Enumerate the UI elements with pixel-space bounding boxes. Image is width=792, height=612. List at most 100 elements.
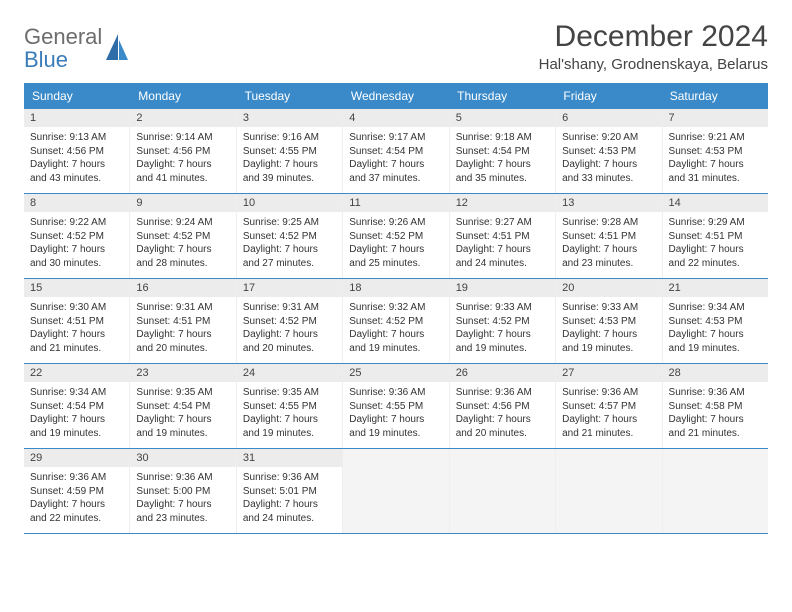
info-sunset: Sunset: 4:58 PM (669, 400, 762, 414)
info-day2: and 21 minutes. (30, 342, 123, 356)
sail-icon (104, 32, 130, 67)
info-sunset: Sunset: 4:53 PM (669, 145, 762, 159)
day-number: 16 (130, 279, 235, 297)
day-number: 18 (343, 279, 448, 297)
day-number: 27 (556, 364, 661, 382)
day-number: 31 (237, 449, 342, 467)
info-day1: Daylight: 7 hours (243, 498, 336, 512)
info-day2: and 41 minutes. (136, 172, 229, 186)
info-day2: and 20 minutes. (243, 342, 336, 356)
day-number: 10 (237, 194, 342, 212)
info-sunset: Sunset: 4:59 PM (30, 485, 123, 499)
day-number: 22 (24, 364, 129, 382)
info-sunset: Sunset: 4:52 PM (30, 230, 123, 244)
calendar-cell: 24Sunrise: 9:35 AMSunset: 4:55 PMDayligh… (237, 364, 343, 448)
month-title: December 2024 (539, 20, 768, 54)
day-header-thu: Thursday (449, 83, 555, 109)
day-header-wed: Wednesday (343, 83, 449, 109)
calendar-cell: 27 Sunrise: 9:36 AMSunset: 4:57 PMDayligh… (556, 364, 662, 448)
info-day2: and 19 minutes. (243, 427, 336, 441)
info-day2: and 25 minutes. (349, 257, 442, 271)
info-sunset: Sunset: 4:55 PM (349, 400, 442, 414)
info-sunset: Sunset: 4:51 PM (562, 230, 655, 244)
day-info: Sunrise: 9:27 AMSunset: 4:51 PMDaylight:… (456, 216, 549, 270)
info-sunset: Sunset: 5:00 PM (136, 485, 229, 499)
day-info: Sunrise: 9:36 AMSunset: 4:57 PMDaylight:… (562, 386, 655, 440)
location-text: Hal'shany, Grodnenskaya, Belarus (539, 56, 768, 73)
day-info: Sunrise: 9:13 AMSunset: 4:56 PMDaylight:… (30, 131, 123, 185)
info-day2: and 19 minutes. (349, 427, 442, 441)
info-sunrise: Sunrise: 9:16 AM (243, 131, 336, 145)
info-sunset: Sunset: 4:51 PM (136, 315, 229, 329)
info-sunrise: Sunrise: 9:13 AM (30, 131, 123, 145)
info-sunset: Sunset: 4:54 PM (349, 145, 442, 159)
info-day1: Daylight: 7 hours (136, 328, 229, 342)
info-day1: Daylight: 7 hours (669, 243, 762, 257)
day-info: Sunrise: 9:36 AMSunset: 5:01 PMDaylight:… (243, 471, 336, 525)
info-sunset: Sunset: 5:01 PM (243, 485, 336, 499)
info-day2: and 28 minutes. (136, 257, 229, 271)
day-info: Sunrise: 9:33 AMSunset: 4:53 PMDaylight:… (562, 301, 655, 355)
week-row: 8Sunrise: 9:22 AMSunset: 4:52 PMDaylight… (24, 194, 768, 279)
info-sunrise: Sunrise: 9:25 AM (243, 216, 336, 230)
day-header-row: Sunday Monday Tuesday Wednesday Thursday… (24, 83, 768, 109)
day-number: 1 (24, 109, 129, 127)
info-sunrise: Sunrise: 9:35 AM (243, 386, 336, 400)
info-day2: and 30 minutes. (30, 257, 123, 271)
info-sunset: Sunset: 4:51 PM (30, 315, 123, 329)
info-day1: Daylight: 7 hours (456, 413, 549, 427)
calendar-cell: 15Sunrise: 9:30 AMSunset: 4:51 PMDayligh… (24, 279, 130, 363)
day-info: Sunrise: 9:14 AMSunset: 4:56 PMDaylight:… (136, 131, 229, 185)
info-day2: and 21 minutes. (562, 427, 655, 441)
info-day1: Daylight: 7 hours (669, 158, 762, 172)
calendar-cell: 1 Sunrise: 9:13 AMSunset: 4:56 PMDaylight… (24, 109, 130, 193)
day-number: 14 (663, 194, 768, 212)
day-header-mon: Monday (130, 83, 236, 109)
info-sunrise: Sunrise: 9:31 AM (243, 301, 336, 315)
info-sunrise: Sunrise: 9:26 AM (349, 216, 442, 230)
info-day2: and 23 minutes. (136, 512, 229, 526)
info-sunrise: Sunrise: 9:22 AM (30, 216, 123, 230)
day-number: 9 (130, 194, 235, 212)
info-day2: and 27 minutes. (243, 257, 336, 271)
info-day1: Daylight: 7 hours (669, 328, 762, 342)
title-block: December 2024 Hal'shany, Grodnenskaya, B… (539, 20, 768, 73)
day-number: 13 (556, 194, 661, 212)
info-sunset: Sunset: 4:56 PM (30, 145, 123, 159)
calendar-cell: 31 Sunrise: 9:36 AMSunset: 5:01 PMDayligh… (237, 449, 343, 533)
info-sunset: Sunset: 4:54 PM (136, 400, 229, 414)
info-day1: Daylight: 7 hours (562, 158, 655, 172)
info-day2: and 20 minutes. (456, 427, 549, 441)
day-number: 26 (450, 364, 555, 382)
info-sunrise: Sunrise: 9:32 AM (349, 301, 442, 315)
info-sunset: Sunset: 4:52 PM (349, 315, 442, 329)
week-row: 15Sunrise: 9:30 AMSunset: 4:51 PMDayligh… (24, 279, 768, 364)
day-info: Sunrise: 9:25 AMSunset: 4:52 PMDaylight:… (243, 216, 336, 270)
info-day1: Daylight: 7 hours (243, 243, 336, 257)
day-header-sat: Saturday (662, 83, 768, 109)
day-info: Sunrise: 9:34 AMSunset: 4:54 PMDaylight:… (30, 386, 123, 440)
info-day1: Daylight: 7 hours (456, 328, 549, 342)
info-sunset: Sunset: 4:51 PM (456, 230, 549, 244)
info-day2: and 35 minutes. (456, 172, 549, 186)
info-day2: and 21 minutes. (669, 427, 762, 441)
info-day2: and 19 minutes. (30, 427, 123, 441)
day-info: Sunrise: 9:36 AMSunset: 4:58 PMDaylight:… (669, 386, 762, 440)
logo-text-blue: Blue (24, 47, 68, 72)
day-info: Sunrise: 9:18 AMSunset: 4:54 PMDaylight:… (456, 131, 549, 185)
day-number: 30 (130, 449, 235, 467)
info-day1: Daylight: 7 hours (562, 328, 655, 342)
calendar-cell: 14Sunrise: 9:29 AMSunset: 4:51 PMDayligh… (663, 194, 768, 278)
day-number: 12 (450, 194, 555, 212)
day-number: 19 (450, 279, 555, 297)
day-info: Sunrise: 9:35 AMSunset: 4:55 PMDaylight:… (243, 386, 336, 440)
calendar-cell: 29Sunrise: 9:36 AMSunset: 4:59 PMDayligh… (24, 449, 130, 533)
info-sunrise: Sunrise: 9:14 AM (136, 131, 229, 145)
calendar-cell-empty (343, 449, 449, 533)
info-day1: Daylight: 7 hours (136, 158, 229, 172)
info-day1: Daylight: 7 hours (30, 243, 123, 257)
info-sunset: Sunset: 4:52 PM (136, 230, 229, 244)
week-row: 1Sunrise: 9:13 AMSunset: 4:56 PMDaylight… (24, 109, 768, 194)
day-number: 20 (556, 279, 661, 297)
calendar-cell: 20 Sunrise: 9:33 AMSunset: 4:53 PMDayligh… (556, 279, 662, 363)
